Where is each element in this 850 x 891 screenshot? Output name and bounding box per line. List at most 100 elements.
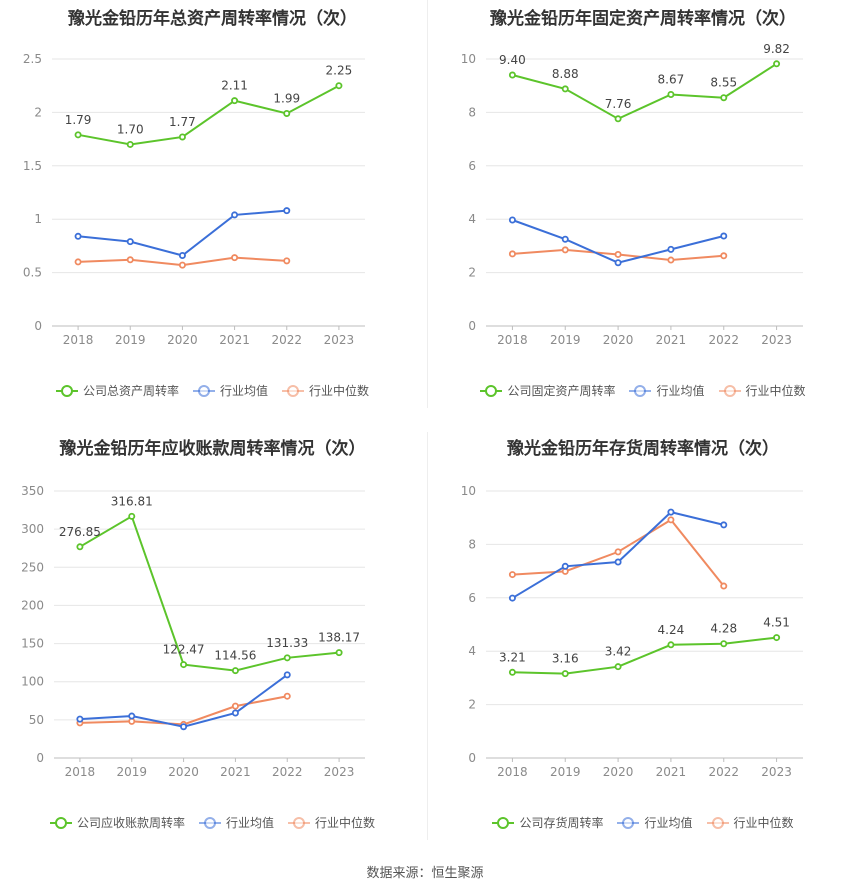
y-tick-label: 2	[468, 698, 476, 712]
data-point	[667, 91, 675, 99]
legend-marker-icon	[55, 384, 78, 397]
legend-item[interactable]: 行业中位数	[718, 382, 806, 399]
data-label: 3.42	[605, 645, 632, 659]
legend-item[interactable]: 行业均值	[192, 382, 268, 399]
legend-item[interactable]: 公司存货周转率	[492, 814, 603, 831]
data-point	[667, 508, 675, 516]
data-point	[720, 94, 728, 102]
data-point	[178, 261, 186, 269]
y-tick-label: 4	[468, 644, 476, 658]
legend-marker-icon	[629, 384, 652, 397]
x-tick-label: 2022	[708, 333, 739, 347]
data-point	[561, 562, 569, 570]
y-tick-label: 6	[468, 159, 476, 173]
series-line-0	[79, 514, 340, 672]
legend-marker-icon	[492, 816, 515, 829]
y-tick-label: 0	[468, 319, 476, 333]
data-point	[614, 663, 622, 671]
y-tick-label: 6	[468, 591, 476, 605]
data-point	[508, 71, 516, 79]
legend-item[interactable]: 公司固定资产周转率	[480, 382, 615, 399]
y-tick-label: 0	[36, 751, 44, 765]
chart-title: 豫光金铅历年总资产周转率情况（次）	[68, 9, 357, 29]
panel-divider-top	[427, 0, 428, 408]
data-point	[74, 258, 82, 266]
data-point	[126, 238, 134, 246]
x-tick-label: 2019	[116, 765, 147, 779]
chart-legend: 公司总资产周转率 行业均值 行业中位数	[0, 382, 425, 399]
data-point	[128, 712, 136, 720]
data-point	[508, 594, 516, 602]
data-label: 8.55	[710, 76, 737, 90]
legend-label: 行业中位数	[733, 816, 794, 830]
legend-item[interactable]: 行业均值	[617, 814, 693, 831]
data-point	[561, 85, 569, 93]
legend-item[interactable]: 行业均值	[629, 382, 705, 399]
chart-panel-receivables: 豫光金铅历年应收账款周转率情况（次） 0 50 100 150 200 250 300 350…	[0, 430, 425, 850]
data-point	[561, 670, 569, 678]
data-label: 9.40	[499, 53, 526, 67]
data-label: 276.85	[59, 525, 101, 539]
data-point	[283, 671, 291, 679]
data-point	[773, 60, 781, 68]
legend-label: 行业均值	[219, 384, 268, 398]
data-point	[76, 543, 84, 551]
y-tick-label: 8	[468, 537, 476, 551]
legend-item[interactable]: 公司应收账款周转率	[49, 814, 185, 831]
legend-label: 公司应收账款周转率	[76, 816, 185, 830]
y-tick-label: 50	[29, 713, 44, 727]
x-tick-label: 2018	[65, 765, 96, 779]
data-point	[76, 715, 84, 723]
legend-label: 行业均值	[644, 816, 693, 830]
chart-svg: 0 2 4 6 8 10 2018 2019 2020 2021 2022 2023 9.40 8.88 7…	[461, 42, 803, 347]
panel-divider-bottom	[427, 432, 428, 840]
x-tick-label: 2018	[497, 765, 528, 779]
legend-label: 行业均值	[225, 816, 274, 830]
x-tick-label: 2020	[168, 765, 199, 779]
data-point	[561, 246, 569, 254]
data-point	[614, 548, 622, 556]
data-point	[773, 634, 781, 642]
chart-title: 豫光金铅历年固定资产周转率情况（次）	[490, 9, 796, 29]
legend-marker-icon	[49, 816, 72, 829]
data-point	[667, 516, 675, 524]
legend-item[interactable]: 行业均值	[198, 814, 274, 831]
y-tick-label: 1	[34, 212, 42, 226]
legend-marker-icon	[192, 384, 215, 397]
data-point	[178, 133, 186, 141]
data-point	[614, 259, 622, 267]
data-label: 122.47	[163, 643, 205, 657]
data-point	[508, 250, 516, 258]
series-line-1	[79, 674, 288, 728]
data-point	[231, 667, 239, 675]
series-line-0	[512, 62, 778, 120]
legend-label: 行业中位数	[315, 816, 376, 830]
chart-title: 豫光金铅历年存货周转率情况（次）	[507, 439, 779, 459]
data-point	[667, 256, 675, 264]
data-label: 7.76	[605, 97, 632, 111]
data-point	[128, 512, 136, 520]
y-tick-label: 10	[461, 484, 476, 498]
y-tick-label: 2	[34, 105, 42, 119]
y-tick-label: 250	[21, 560, 44, 574]
data-point	[720, 582, 728, 590]
data-point	[231, 702, 239, 710]
data-label: 3.21	[499, 650, 526, 664]
x-tick-label: 2021	[656, 333, 687, 347]
legend-item[interactable]: 行业中位数	[288, 814, 375, 831]
data-point	[283, 207, 291, 215]
data-point	[180, 661, 188, 669]
data-point	[180, 723, 188, 731]
data-point	[231, 709, 239, 717]
legend-item[interactable]: 行业中位数	[706, 814, 794, 831]
data-point	[283, 692, 291, 700]
x-tick-label: 2020	[167, 333, 198, 347]
legend-item[interactable]: 行业中位数	[282, 382, 369, 399]
y-tick-label: 0	[468, 751, 476, 765]
legend-item[interactable]: 公司总资产周转率	[55, 382, 179, 399]
data-point	[335, 649, 343, 657]
data-label: 9.82	[763, 42, 790, 56]
x-tick-label: 2020	[603, 333, 634, 347]
data-point	[614, 250, 622, 258]
legend-marker-icon	[288, 816, 310, 829]
